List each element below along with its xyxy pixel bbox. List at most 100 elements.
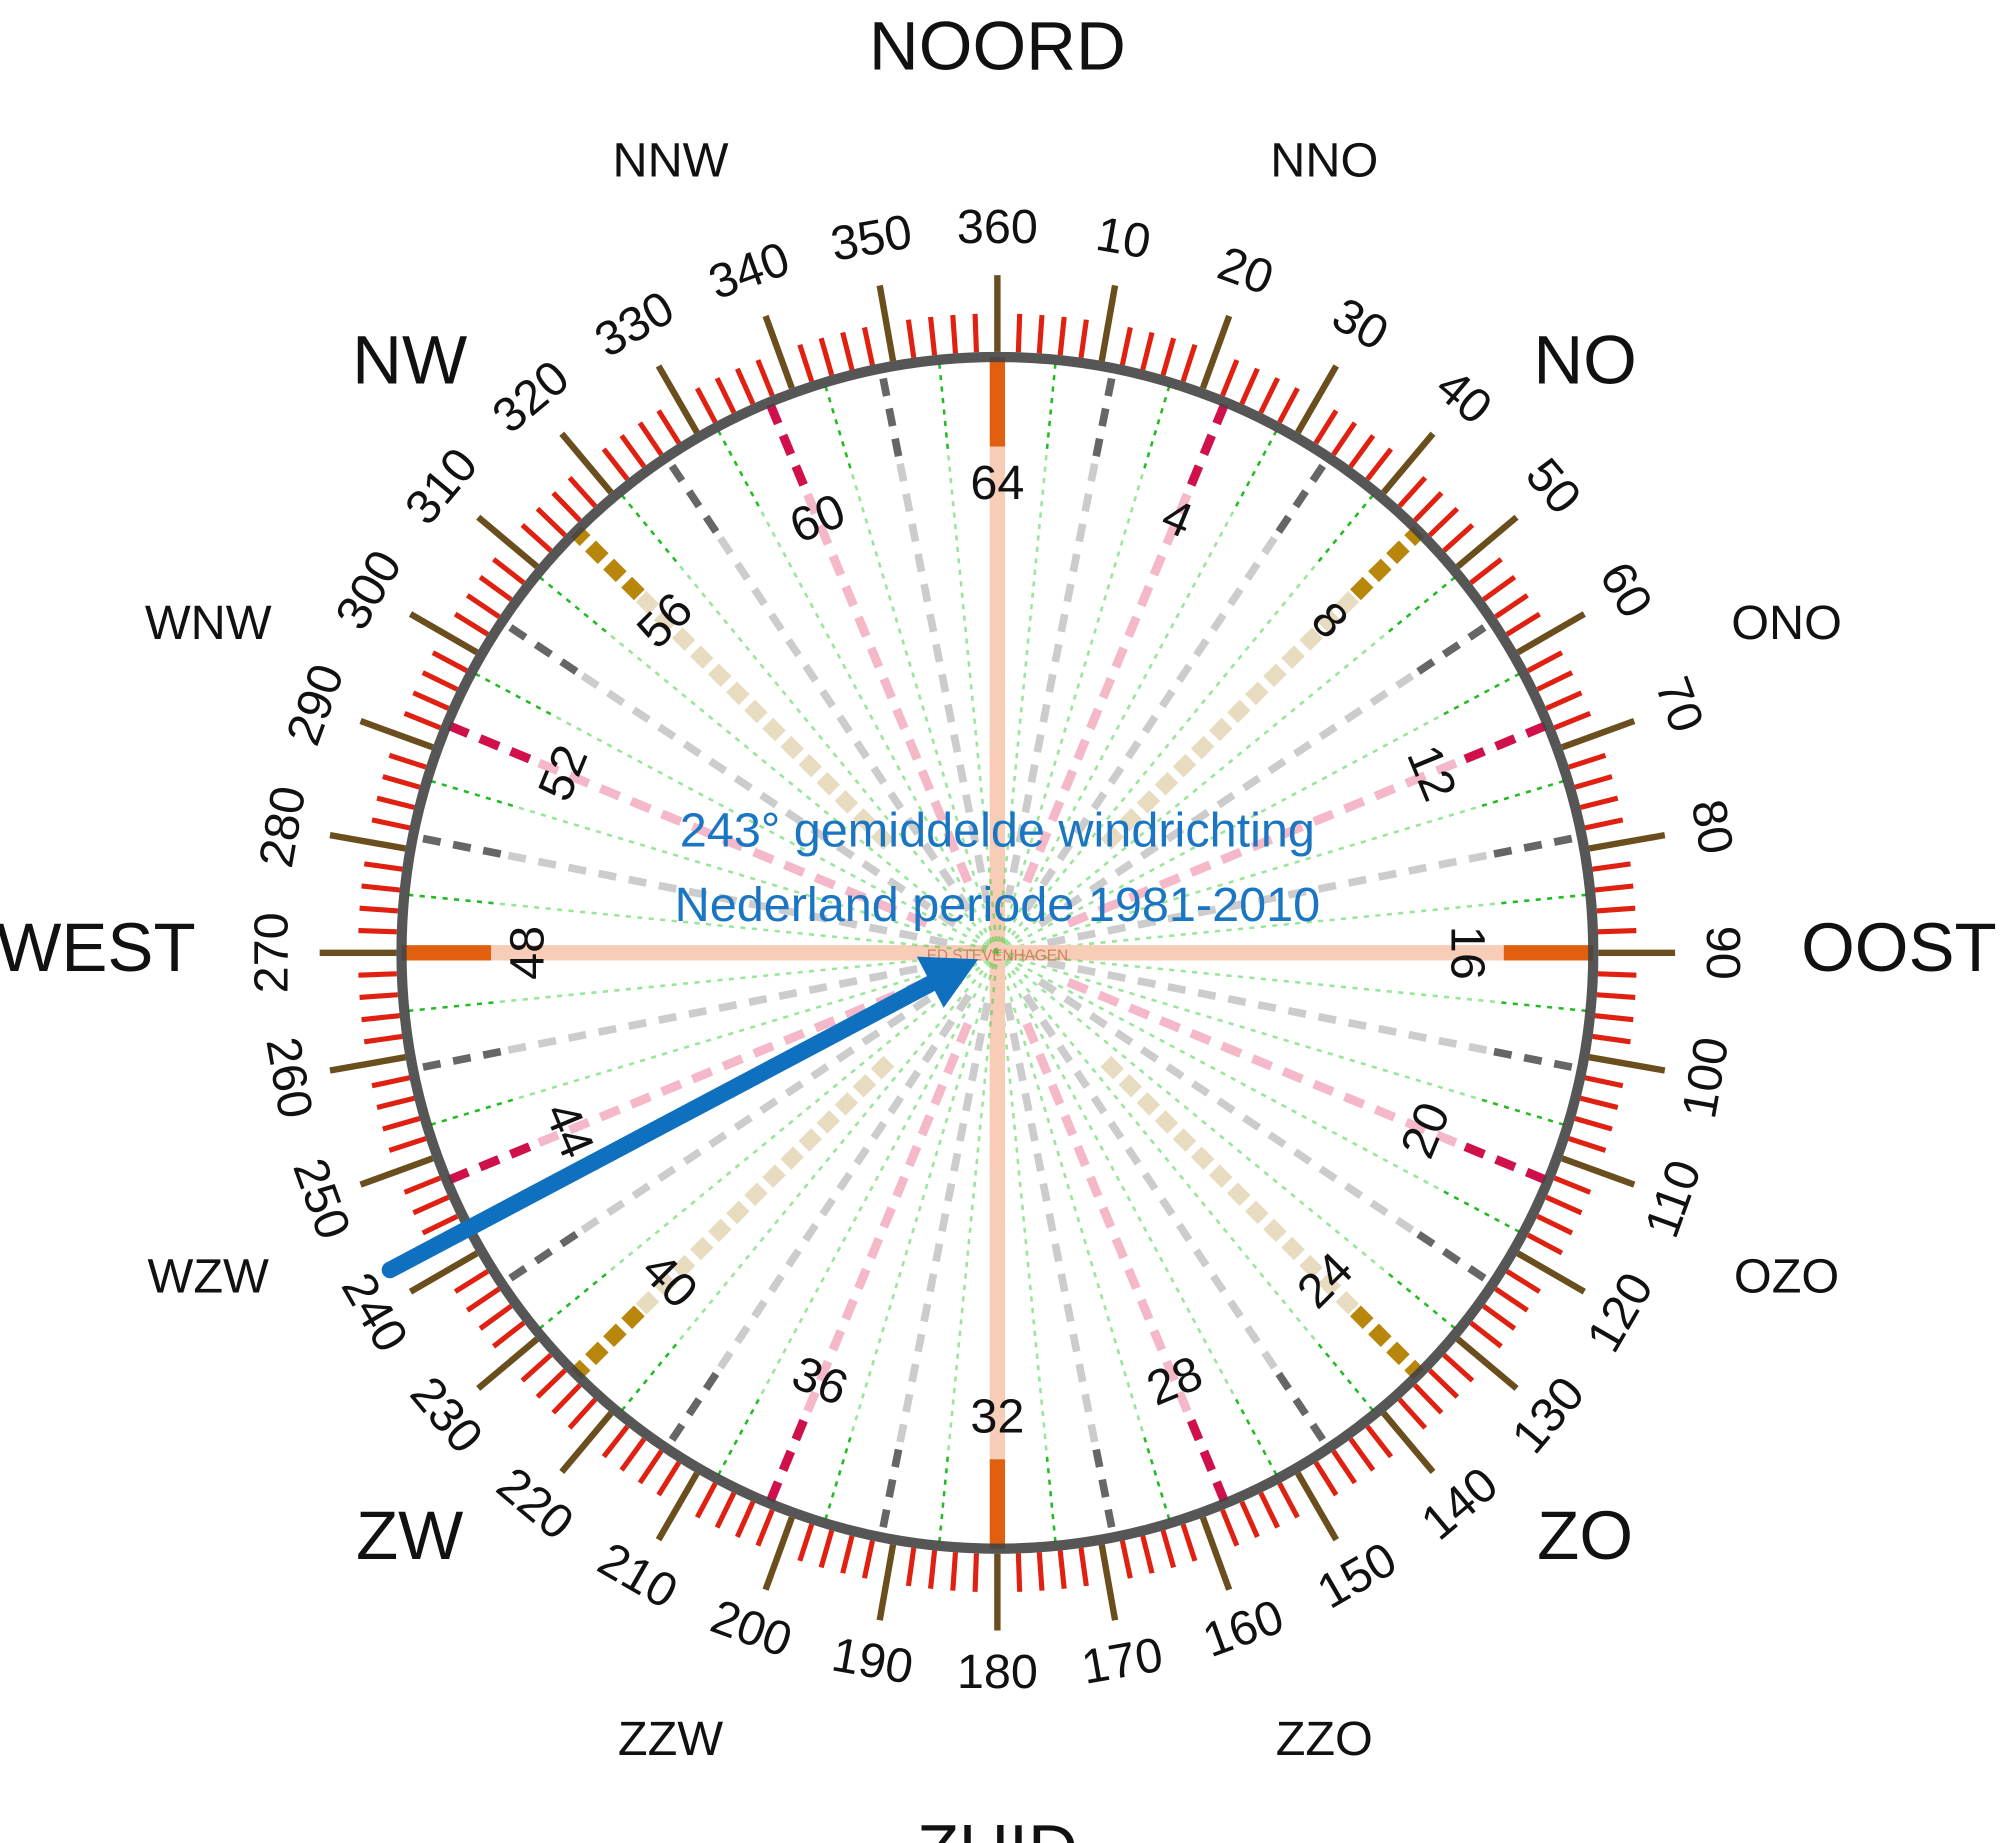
ray-end	[1275, 455, 1332, 534]
direction-label: WNW	[145, 596, 272, 650]
ray-end	[618, 491, 678, 563]
minor-tick	[453, 1269, 490, 1294]
ray-end	[412, 832, 502, 858]
degree-label: 330	[586, 281, 683, 368]
minor-tick	[1277, 1482, 1300, 1519]
minor-tick	[619, 434, 647, 469]
minor-tick	[656, 1461, 682, 1497]
ray	[500, 850, 948, 947]
inner-number: 60	[782, 483, 853, 554]
minor-tick	[1526, 650, 1564, 673]
ray	[799, 483, 973, 884]
major-tick	[876, 1544, 897, 1621]
ray	[712, 993, 973, 1376]
ray-end	[535, 1273, 607, 1332]
ray	[1100, 1055, 1361, 1317]
ray-end	[404, 893, 494, 905]
ray	[493, 901, 998, 955]
ray	[1046, 850, 1495, 947]
ray-end	[535, 573, 607, 633]
minor-tick	[1397, 1397, 1428, 1430]
major-tick	[1381, 1411, 1436, 1475]
minor-tick	[928, 316, 938, 356]
ray	[849, 467, 999, 954]
minor-tick	[1239, 367, 1260, 405]
minor-tick	[637, 421, 664, 457]
minor-tick	[361, 883, 400, 893]
minor-tick	[363, 861, 403, 872]
major-tick	[1561, 718, 1636, 751]
minor-tick	[403, 1175, 442, 1195]
minor-tick	[1427, 506, 1460, 538]
ray-end	[1481, 778, 1568, 808]
inner-number: 64	[970, 456, 1024, 510]
minor-tick	[1579, 795, 1619, 810]
minor-tick	[382, 774, 421, 790]
minor-tick	[714, 1491, 737, 1529]
direction-label: OZO	[1734, 1250, 1839, 1304]
ray-end	[1317, 1343, 1377, 1415]
ray	[997, 951, 1502, 1004]
degree-label: 40	[1426, 359, 1502, 435]
ray-end	[1045, 359, 1058, 450]
minor-tick	[491, 557, 526, 585]
minor-tick	[1574, 1116, 1613, 1132]
ray	[1066, 754, 1467, 928]
minor-tick	[1078, 1547, 1089, 1587]
minor-tick	[950, 1552, 959, 1591]
ray-end	[1493, 1047, 1583, 1073]
degree-label: 170	[1078, 1628, 1167, 1695]
minor-tick	[905, 1547, 917, 1587]
ray	[997, 901, 1502, 955]
degree-label: 350	[827, 205, 916, 272]
ray	[1022, 1021, 1196, 1423]
major-tick	[1098, 284, 1119, 362]
ray	[849, 952, 999, 1438]
rays	[401, 356, 1594, 1549]
direction-label: WEST	[0, 908, 196, 986]
arrow-head	[916, 956, 979, 1008]
minor-tick	[1239, 1500, 1260, 1538]
minor-tick	[520, 1353, 553, 1383]
ray-end	[1234, 1398, 1280, 1479]
ray	[1046, 959, 1495, 1056]
degree-label: 120	[1577, 1264, 1664, 1361]
minor-tick	[1574, 774, 1613, 790]
inner-number: 20	[1390, 1095, 1461, 1166]
ray-end	[1463, 1142, 1550, 1185]
ray	[799, 1021, 973, 1423]
minor-tick	[1494, 1286, 1529, 1313]
ray-end	[412, 1047, 502, 1073]
degree-label: 20	[1211, 236, 1280, 305]
minor-tick	[478, 574, 513, 602]
minor-tick	[453, 611, 490, 637]
minor-tick	[694, 1482, 718, 1519]
major-tick	[1295, 364, 1340, 434]
major-tick	[1381, 431, 1436, 495]
minor-tick	[1220, 1509, 1240, 1547]
major-tick	[1516, 1250, 1586, 1295]
minor-tick	[1313, 409, 1339, 445]
direction-label: NO	[1533, 320, 1637, 398]
direction-label: NOORD	[869, 7, 1126, 85]
minor-tick	[1348, 1437, 1376, 1472]
ray	[512, 804, 998, 955]
ray-end	[1416, 1230, 1495, 1288]
degree-label: 230	[400, 1367, 493, 1464]
ray	[996, 448, 1049, 953]
minor-tick	[1482, 1304, 1517, 1331]
minor-tick	[1594, 883, 1634, 893]
minor-tick	[1036, 314, 1045, 354]
direction-label: OOST	[1801, 908, 1997, 986]
ray-end	[1387, 573, 1459, 633]
minor-tick	[1545, 1194, 1583, 1216]
minor-tick	[371, 817, 411, 831]
ray-end	[1143, 1437, 1172, 1524]
degree-label: 290	[276, 657, 354, 752]
minor-tick	[412, 690, 450, 711]
caption-line: 243° gemiddelde windrichting	[680, 804, 1315, 858]
ray	[1037, 668, 1421, 928]
minor-tick	[376, 795, 415, 810]
minor-tick	[363, 1033, 403, 1045]
minor-tick	[431, 650, 468, 673]
